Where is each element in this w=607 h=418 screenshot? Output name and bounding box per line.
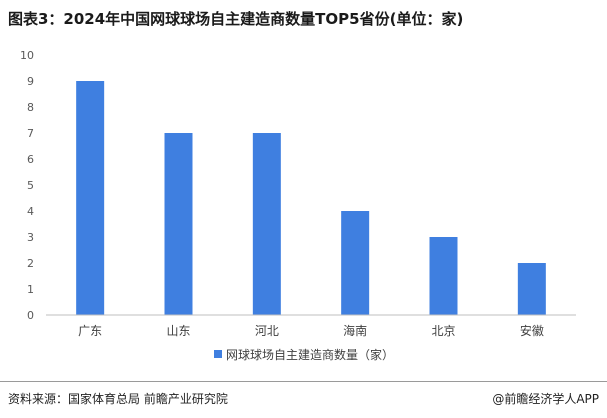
legend: 网球球场自主建造商数量（家）	[214, 347, 394, 362]
bar-chart: 0 1 2 3 4 5 6 7 8 9 10 广东 山东 河北 海南 北京 安徽 网球球场自主建造商数量（家）	[20, 49, 576, 362]
y-tick-label: 4	[27, 205, 34, 218]
y-tick-label: 7	[27, 127, 34, 140]
x-tick-label: 北京	[431, 324, 455, 338]
credit-note: @前瞻经济学人APP	[492, 392, 599, 406]
bar	[252, 133, 281, 315]
y-tick-label: 3	[27, 231, 34, 244]
y-tick-label: 1	[27, 283, 34, 296]
y-tick-label: 10	[20, 49, 34, 62]
source-note: 资料来源：国家体育总局 前瞻产业研究院	[8, 392, 228, 406]
y-tick-label: 6	[27, 153, 34, 166]
x-tick-label: 河北	[255, 324, 279, 338]
bar	[429, 237, 458, 315]
y-tick-label: 8	[27, 101, 34, 114]
y-tick-label: 2	[27, 257, 34, 270]
bar	[341, 211, 370, 315]
y-axis: 0 1 2 3 4 5 6 7 8 9 10	[20, 49, 34, 322]
bar	[164, 133, 193, 315]
bar	[76, 81, 105, 315]
y-tick-label: 5	[27, 179, 34, 192]
footer-divider	[0, 381, 607, 382]
bar-series	[76, 81, 546, 315]
y-tick-label: 0	[27, 309, 34, 322]
x-tick-label: 海南	[343, 323, 367, 338]
x-tick-label: 广东	[78, 324, 102, 338]
chart-title: 图表3：2024年中国网球球场自主建造商数量TOP5省份(单位：家)	[8, 10, 464, 28]
legend-label: 网球球场自主建造商数量（家）	[226, 347, 394, 362]
x-axis: 广东 山东 河北 海南 北京 安徽	[78, 323, 544, 338]
x-tick-label: 安徽	[520, 323, 544, 338]
bar	[517, 263, 546, 315]
y-tick-label: 9	[27, 75, 34, 88]
x-tick-label: 山东	[166, 324, 190, 338]
legend-swatch	[214, 350, 222, 358]
